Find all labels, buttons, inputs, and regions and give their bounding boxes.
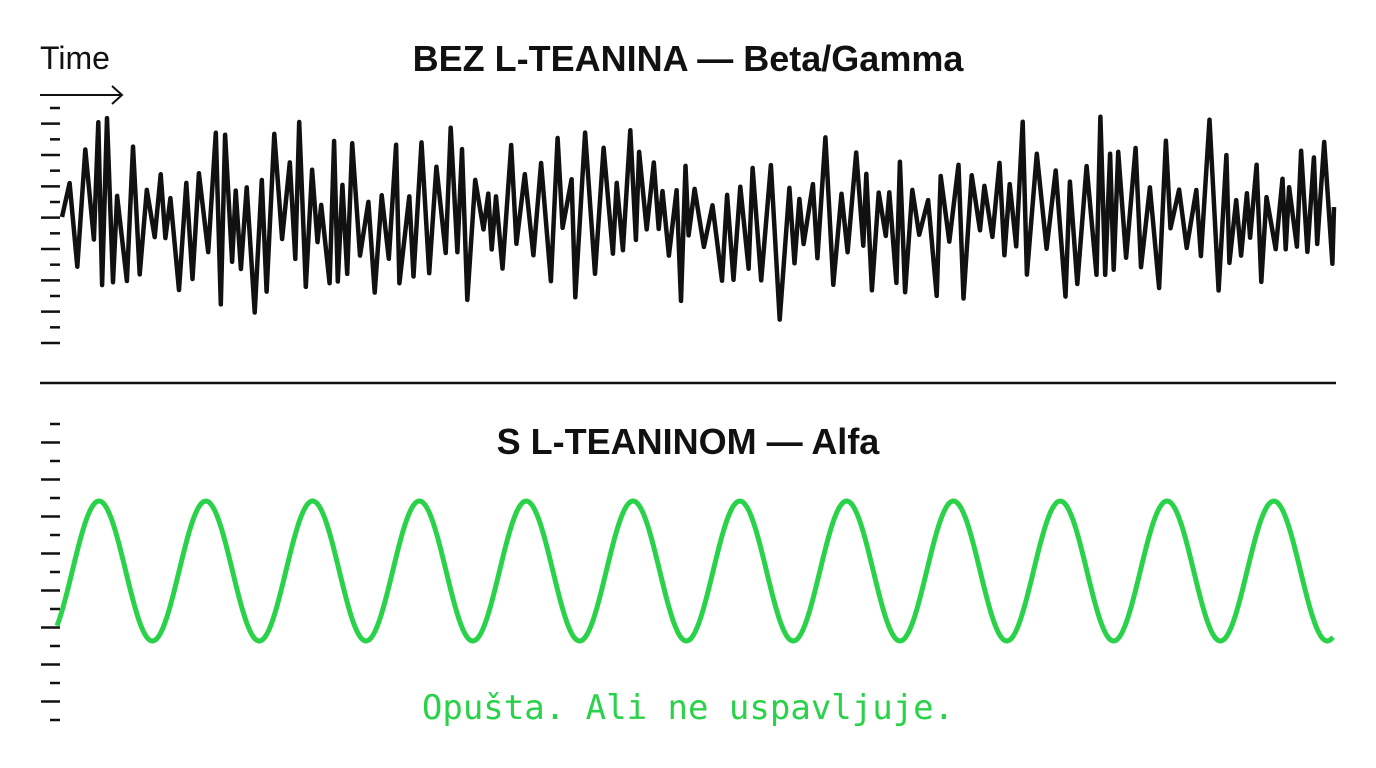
alpha-wave <box>54 498 1335 644</box>
panel-title-without-l-theanine: BEZ L-TEANINA — Beta/Gamma <box>412 38 964 79</box>
time-arrow-icon <box>40 85 124 105</box>
tick-marks-bottom <box>41 422 60 722</box>
beta-gamma-wave <box>59 114 1337 322</box>
time-axis-label: Time <box>40 40 110 76</box>
caption: Opušta. Ali ne uspavljuje. <box>421 688 955 728</box>
panel-title-with-l-theanine: S L-TEANINOM — Alfa <box>496 421 880 462</box>
tick-marks-top <box>41 106 60 345</box>
